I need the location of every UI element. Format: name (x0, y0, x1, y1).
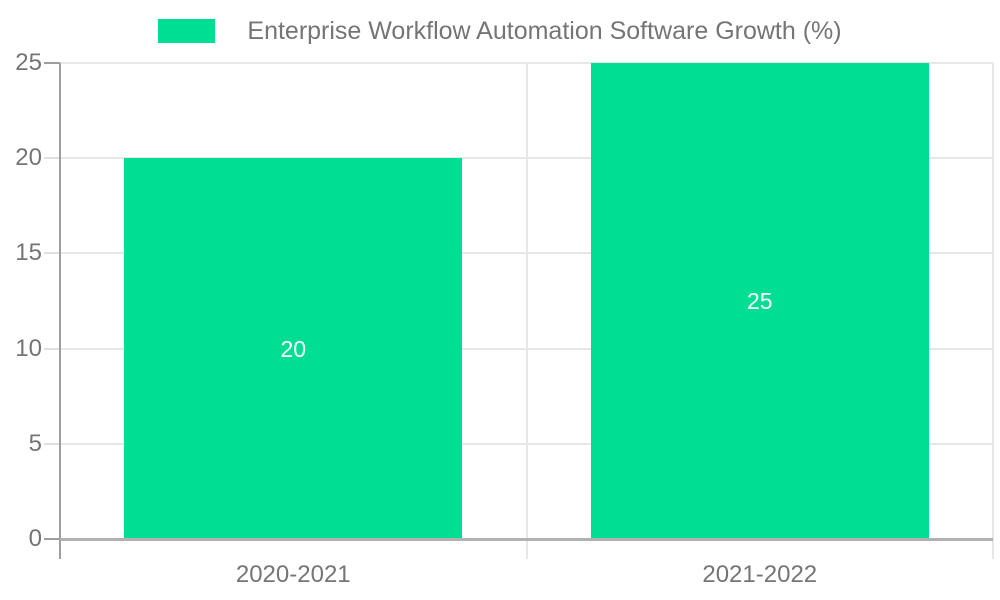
legend-label: Enterprise Workflow Automation Software … (247, 16, 842, 45)
y-tick-mark (44, 252, 60, 255)
bar-value-label: 20 (280, 335, 307, 362)
bar (590, 63, 929, 539)
y-tick-label: 5 (28, 429, 42, 457)
y-tick-label: 15 (15, 239, 42, 267)
y-tick-mark (44, 157, 60, 160)
bar (124, 158, 463, 539)
y-tick-mark (44, 347, 60, 350)
y-tick-label: 25 (15, 49, 42, 76)
plot-right-border (992, 63, 994, 559)
x-category-label: 2021-2022 (702, 561, 818, 588)
y-tick-label: 20 (15, 144, 42, 172)
y-axis-line (59, 63, 61, 559)
x-axis-baseline (60, 537, 993, 541)
legend-swatch (158, 19, 216, 43)
y-tick-label: 10 (15, 334, 42, 362)
y-tick-mark (44, 442, 60, 445)
bar-value-label: 25 (746, 288, 773, 314)
y-tick-mark (44, 62, 60, 64)
x-category-label: 2020-2021 (235, 561, 351, 588)
y-tick-label: 0 (28, 525, 42, 552)
legend: Enterprise Workflow Automation Software … (0, 17, 1000, 45)
x-gridline (525, 63, 528, 559)
y-tick-mark (44, 538, 60, 540)
